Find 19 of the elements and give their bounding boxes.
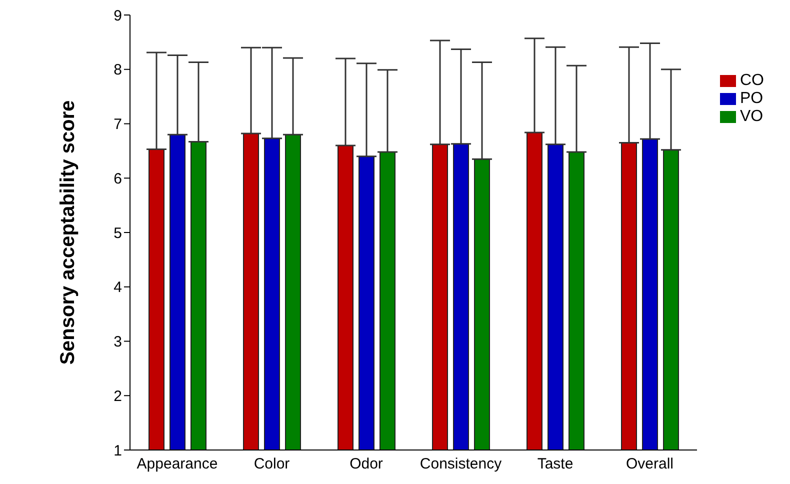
x-tick-label: Consistency: [420, 456, 502, 473]
legend-label: VO: [740, 108, 764, 125]
y-tick-label: 6: [114, 170, 122, 188]
y-tick-label: 7: [114, 116, 122, 134]
y-axis-title: Sensory acceptability score: [57, 100, 80, 365]
y-tick-label: 4: [114, 279, 122, 296]
legend-label: PO: [740, 90, 764, 107]
y-tick-label: 8: [114, 62, 122, 79]
x-tick-label: Overall: [626, 456, 674, 473]
y-tick-label: 5: [114, 224, 122, 242]
x-tick-label: Appearance: [136, 456, 218, 473]
y-tick-label: 2: [114, 388, 122, 405]
x-tick-label: Taste: [537, 456, 574, 473]
x-tick-label: Odor: [350, 456, 383, 473]
y-tick-label: 3: [114, 334, 122, 351]
x-tick-label: Color: [254, 456, 290, 473]
y-tick-label: 1: [114, 442, 122, 460]
y-tick-label: 9: [114, 7, 122, 24]
legend-label: CO: [740, 72, 764, 89]
